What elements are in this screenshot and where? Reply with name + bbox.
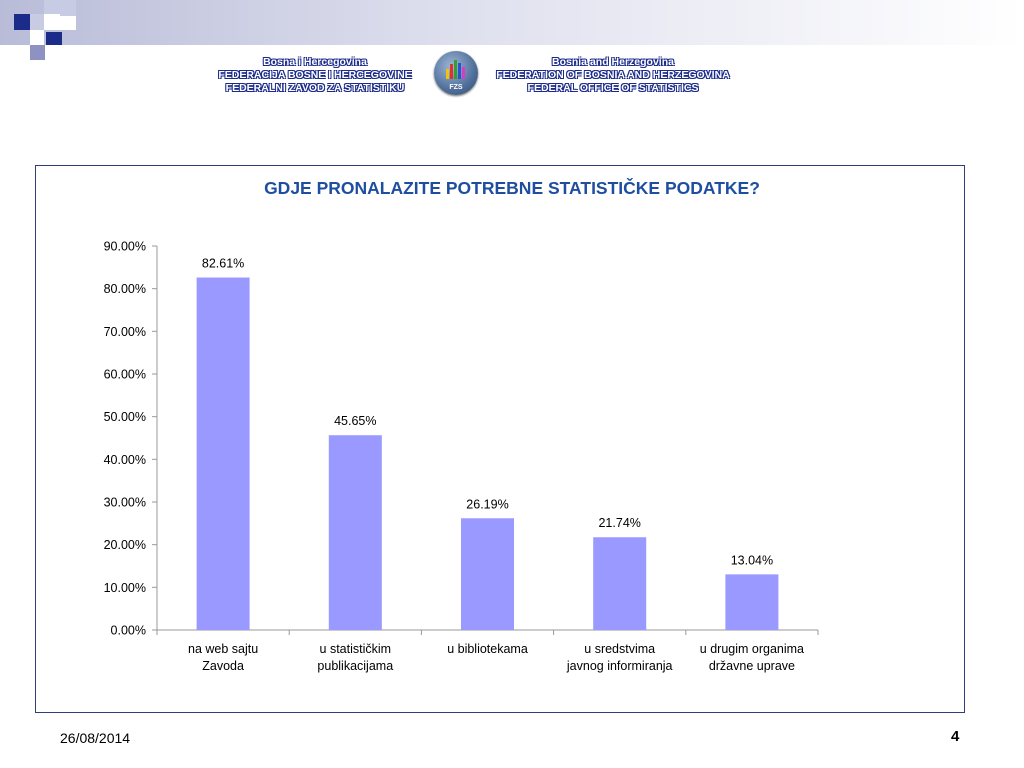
y-tick-label: 40.00% <box>104 453 146 467</box>
decor-square <box>44 14 60 30</box>
data-label: 45.65% <box>334 414 376 428</box>
bar <box>196 277 250 630</box>
y-tick-label: 60.00% <box>104 368 146 382</box>
category-label: u statističkim <box>320 642 392 656</box>
decor-square <box>14 14 30 30</box>
fzs-logo: FZS <box>434 51 478 95</box>
decor-square <box>60 16 76 30</box>
header-right-line: FEDERATION OF BOSNIA AND HERZEGOVINA <box>496 69 730 81</box>
data-label: 26.19% <box>466 497 508 511</box>
y-tick-label: 90.00% <box>104 240 146 254</box>
decor-square <box>30 30 44 45</box>
category-label: publikacijama <box>317 659 393 673</box>
y-tick-label: 50.00% <box>104 410 146 424</box>
bar <box>461 518 514 630</box>
decor-square <box>30 45 45 60</box>
decor-square <box>44 0 60 14</box>
page-number: 4 <box>951 728 960 745</box>
bar <box>593 537 647 630</box>
category-label: u drugim organima <box>700 642 804 656</box>
logo-text: FZS <box>449 84 463 91</box>
bar <box>328 435 382 630</box>
category-label: u sredstvima <box>584 642 655 656</box>
category-label: na web sajtu <box>188 642 258 656</box>
decor-square <box>30 14 44 30</box>
category-label: državne uprave <box>709 659 795 673</box>
header-right-line: FEDERAL OFFICE OF STATISTICS <box>527 82 699 94</box>
category-label: javnog informiranja <box>566 659 673 673</box>
header-left-line: Bosna i Hercegovina <box>263 56 367 68</box>
decor-square <box>60 0 76 16</box>
y-tick-label: 10.00% <box>104 581 146 595</box>
y-tick-label: 80.00% <box>104 282 146 296</box>
header-right-line: Bosnia and Herzegovina <box>552 56 674 68</box>
data-label: 13.04% <box>731 553 773 567</box>
chart-title: GDJE PRONALAZITE POTREBNE STATISTIČKE PO… <box>264 178 760 198</box>
category-label: Zavoda <box>202 659 244 673</box>
y-tick-label: 70.00% <box>104 325 146 339</box>
y-tick-label: 20.00% <box>104 538 146 552</box>
y-tick-label: 30.00% <box>104 496 146 510</box>
data-label: 82.61% <box>202 257 244 271</box>
y-tick-label: 0.00% <box>111 624 146 638</box>
header-left-line: FEDERALNI ZAVOD ZA STATISTIKU <box>225 82 405 94</box>
bar <box>725 574 779 630</box>
top-gradient-bar <box>0 0 1024 45</box>
bar-logo-icon: FZS <box>446 60 465 91</box>
header-left-text: Bosna i Hercegovina FEDERACIJA BOSNE I H… <box>195 56 435 95</box>
header-right-text: Bosnia and Herzegovina FEDERATION OF BOS… <box>478 56 748 95</box>
data-label: 21.74% <box>598 516 640 530</box>
decor-square <box>46 32 62 45</box>
footer-date: 26/08/2014 <box>60 730 131 746</box>
category-label: u bibliotekama <box>447 642 528 656</box>
header-left-line: FEDERACIJA BOSNE I HERCEGOVINE <box>218 69 412 81</box>
